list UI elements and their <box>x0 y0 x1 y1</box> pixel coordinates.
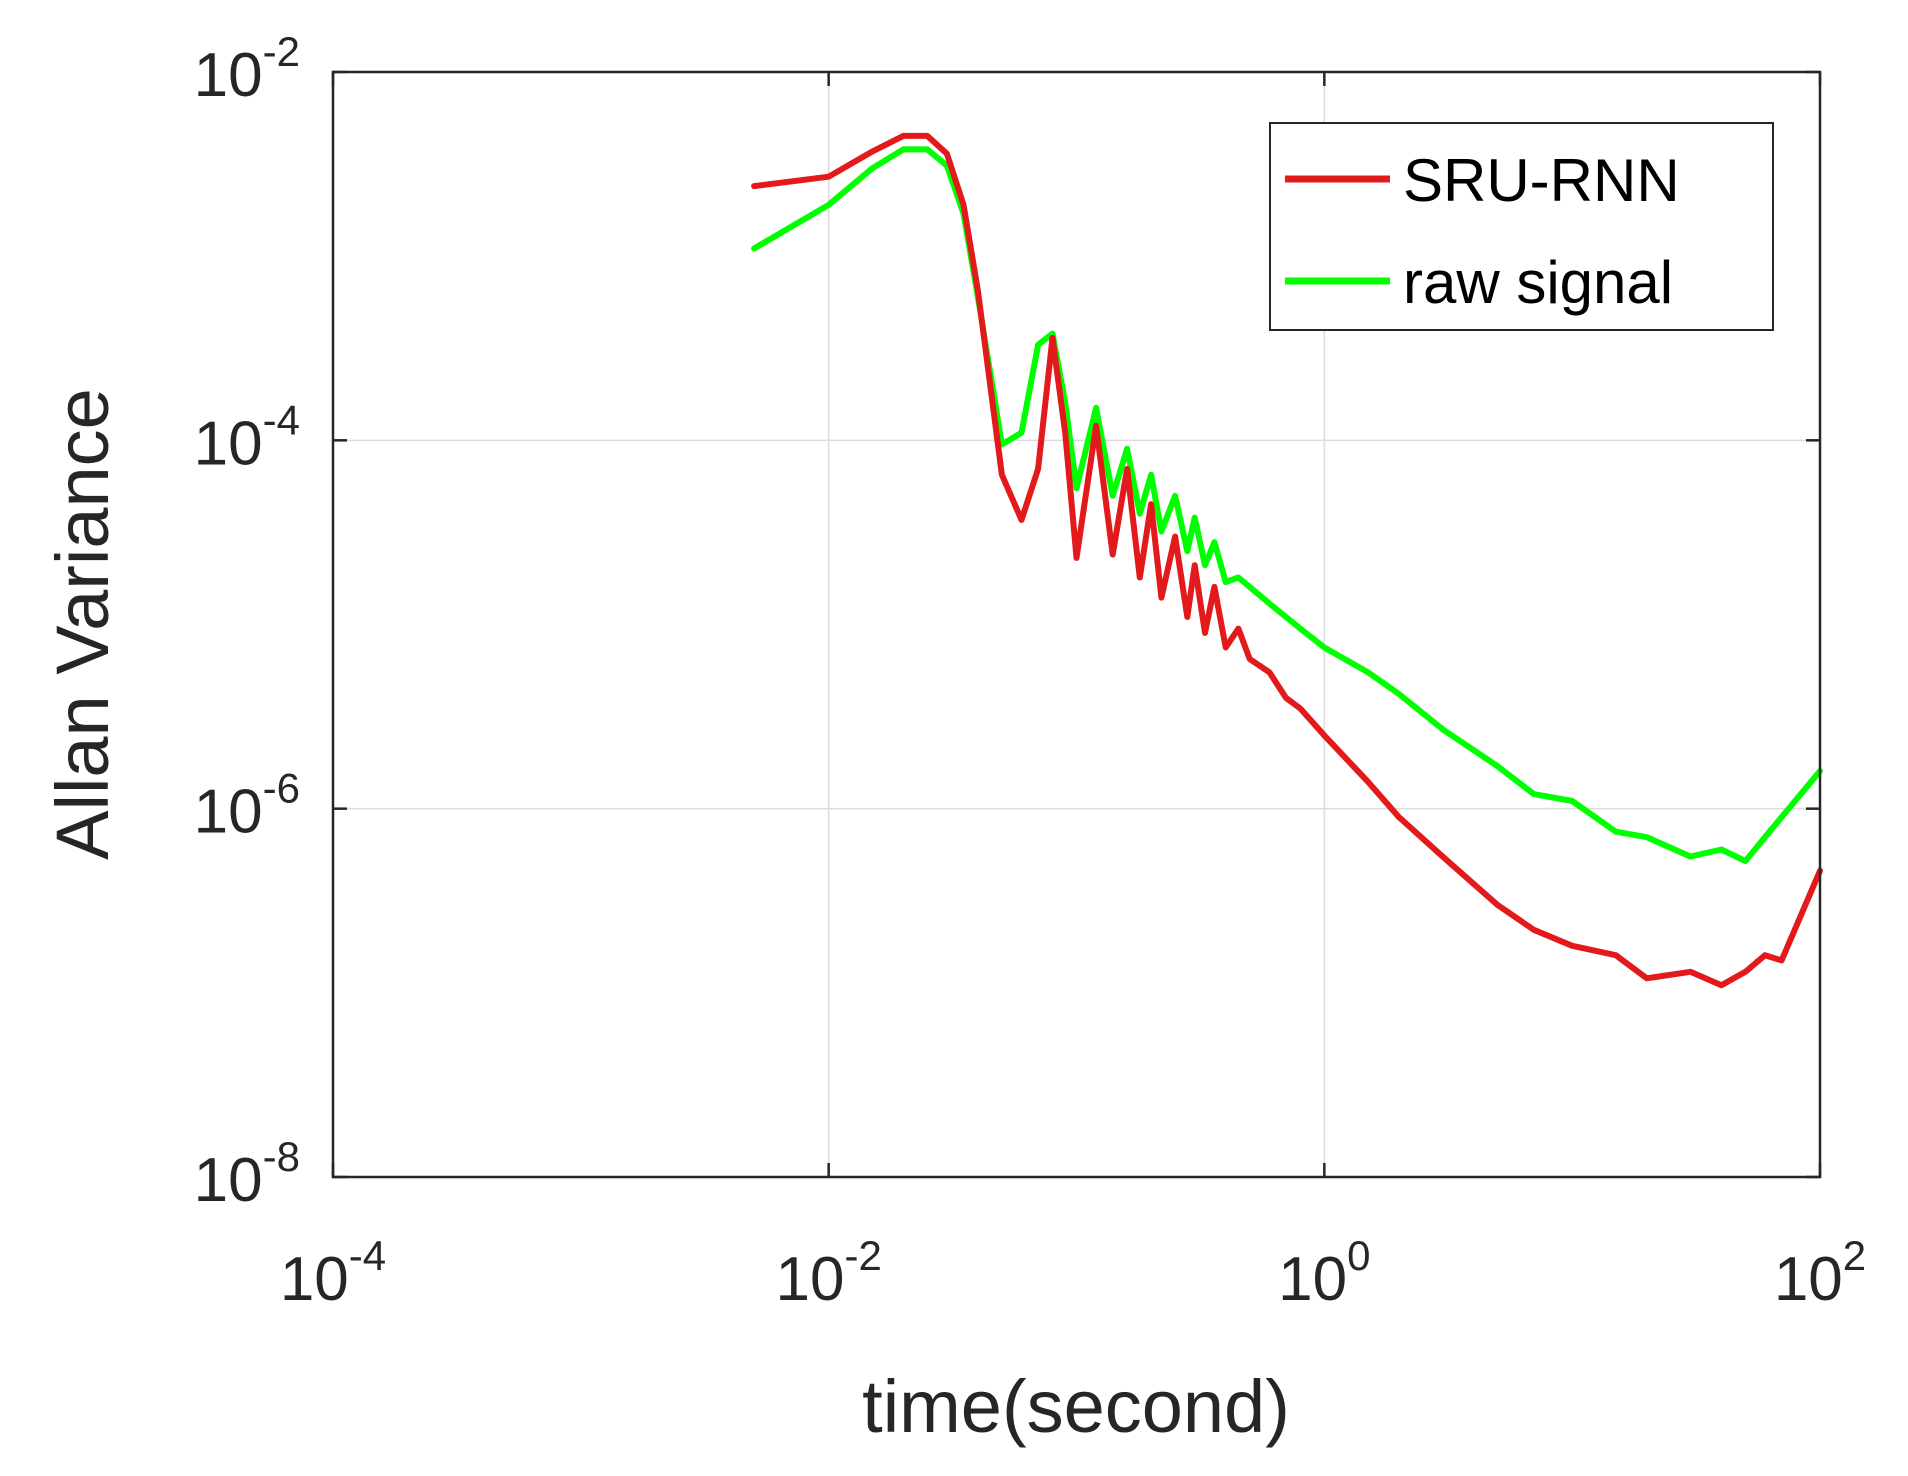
y-tick-label: 10-2 <box>194 28 300 110</box>
x-axis-label: time(second) <box>862 1365 1290 1448</box>
legend-label-raw-signal: raw signal <box>1403 249 1673 316</box>
series-layer <box>751 132 1823 989</box>
y-tick-label: 10-8 <box>194 1133 300 1215</box>
legend-label-sru-rnn: SRU-RNN <box>1403 147 1680 214</box>
plot-border <box>331 70 1822 1179</box>
tick-layer: 10-4 10-2 100 102 10-2 10-4 10-6 10-8 <box>194 28 1866 1314</box>
legend: SRU-RNN raw signal <box>1269 122 1774 331</box>
y-tick-label: 10-6 <box>194 765 300 847</box>
x-tick-label: 10-2 <box>776 1232 882 1314</box>
y-tick-label: 10-4 <box>194 396 300 478</box>
x-tick-label: 10-4 <box>280 1232 386 1314</box>
y-axis-label: Allan Variance <box>41 388 124 860</box>
x-tick-label: 102 <box>1774 1232 1866 1314</box>
series-line-sru-rnn <box>751 132 1823 989</box>
x-tick-label: 100 <box>1278 1232 1370 1314</box>
legend-box <box>1269 122 1774 331</box>
